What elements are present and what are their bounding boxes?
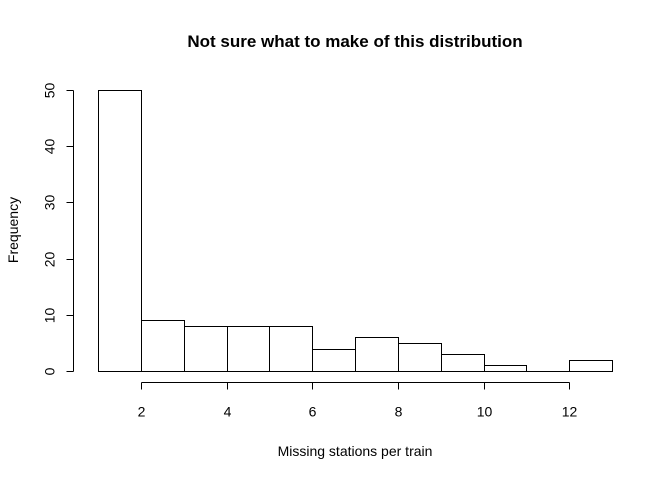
histogram-bar xyxy=(398,343,442,372)
x-tick-label: 4 xyxy=(224,404,232,420)
y-axis-label: Frequency xyxy=(5,197,21,263)
histogram-bar xyxy=(98,90,142,372)
y-tick-label: 30 xyxy=(42,195,58,211)
chart-title: Not sure what to make of this distributi… xyxy=(187,32,522,51)
histogram-bar xyxy=(269,326,313,372)
histogram-bar xyxy=(355,337,399,372)
x-tick-label: 2 xyxy=(138,404,146,420)
histogram-bars xyxy=(98,90,613,372)
x-axis: 2 4 6 8 10 12 xyxy=(138,382,578,420)
y-tick-label: 10 xyxy=(42,308,58,324)
histogram-bar xyxy=(141,320,185,372)
x-tick-label: 12 xyxy=(562,404,578,420)
y-tick-label: 50 xyxy=(42,83,58,99)
x-tick-label: 10 xyxy=(477,404,493,420)
histogram-bar xyxy=(227,326,270,372)
y-tick-label: 0 xyxy=(42,367,58,375)
histogram-bar xyxy=(441,354,485,372)
y-axis: 0 10 20 30 40 50 xyxy=(42,83,74,375)
histogram-bar xyxy=(312,349,356,372)
x-tick-label: 6 xyxy=(309,404,317,420)
x-axis-label: Missing stations per train xyxy=(278,443,433,459)
histogram-bar xyxy=(569,360,613,372)
y-tick-label: 40 xyxy=(42,139,58,155)
histogram-bar xyxy=(184,326,228,372)
x-tick-label: 8 xyxy=(395,404,403,420)
histogram-bar xyxy=(484,365,527,372)
y-tick-label: 20 xyxy=(42,252,58,268)
